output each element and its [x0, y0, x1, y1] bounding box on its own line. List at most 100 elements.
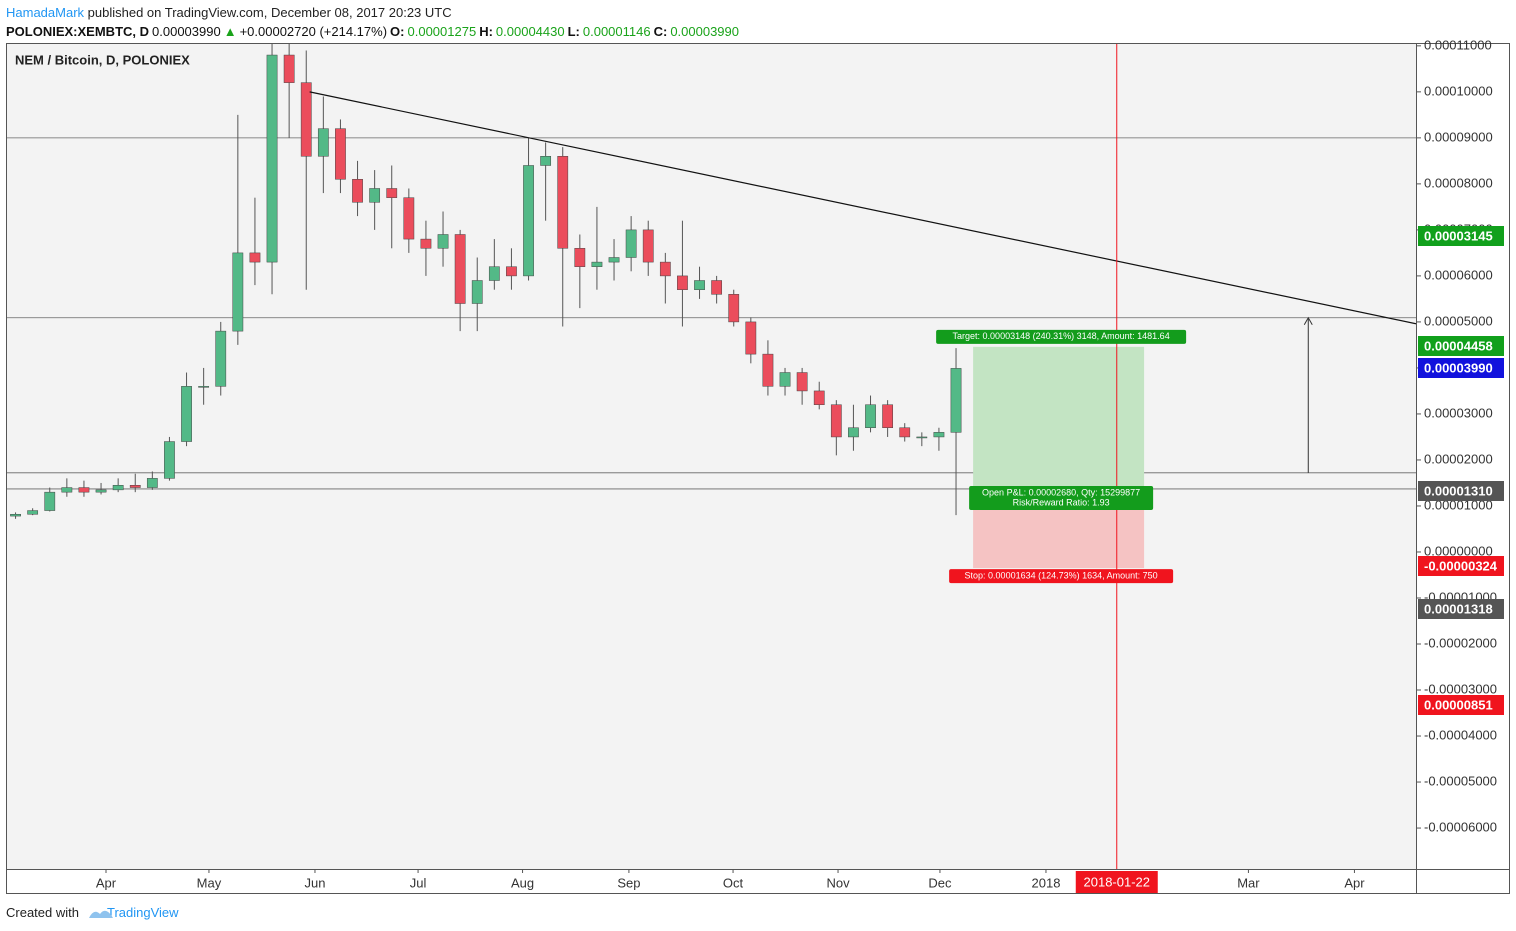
candle-body [779, 372, 791, 387]
candle-body [745, 321, 757, 355]
y-tick-label: 0.00010000 [1424, 83, 1493, 98]
x-tick-label: Oct [723, 875, 744, 890]
stop-label: Stop: 0.00001634 (124.73%) 1634, Amount:… [965, 570, 1158, 580]
candle-body [950, 368, 962, 433]
candle-body [335, 128, 346, 180]
candle-body [249, 252, 261, 263]
x-tick-label: Mar [1237, 875, 1260, 890]
candle-body [711, 280, 723, 295]
target-zone [973, 346, 1145, 489]
candle-body [813, 390, 825, 405]
price-label: 0.00001318 [1424, 601, 1493, 616]
candle-body [933, 432, 945, 438]
candle-body [506, 266, 517, 277]
candle-body [540, 156, 552, 166]
chart-title: NEM / Bitcoin, D, POLONIEX [15, 52, 190, 67]
candle-body [61, 487, 73, 493]
frame [6, 43, 1510, 894]
candle-body [283, 54, 295, 83]
candle-body [728, 294, 740, 323]
candle-body [865, 404, 876, 428]
price-label-bg [1418, 226, 1504, 246]
y-tick-label: -0.00002000 [1424, 635, 1497, 650]
candle-body [112, 485, 124, 491]
candle-body [10, 513, 21, 517]
x-tick-label: Apr [96, 875, 117, 890]
candle-body [659, 261, 671, 277]
header-text: ▲ [223, 24, 237, 39]
target-label: Target: 0.00003148 (240.31%) 3148, Amoun… [953, 331, 1170, 341]
x-tick-label: Jun [304, 875, 325, 890]
y-tick-label: 0.00006000 [1424, 267, 1493, 282]
candle-body [164, 441, 175, 479]
y-tick-label: 0.00009000 [1424, 129, 1493, 144]
candle-body [608, 257, 620, 263]
header-text: 0.00001146 [582, 24, 651, 39]
candle-body [266, 54, 278, 263]
candle-body [129, 485, 141, 488]
price-label-bg [1418, 599, 1504, 619]
y-tick-label: -0.00003000 [1424, 681, 1497, 696]
price-label: 0.00000851 [1424, 697, 1493, 712]
candle-body [215, 330, 227, 387]
header-text: published on TradingView.com, December 0… [84, 5, 452, 20]
price-label-bg [1418, 481, 1504, 501]
header-text: L: [567, 24, 580, 39]
price-label-bg [1418, 358, 1504, 378]
pnl-label: Open P&L: 0.00002680, Qty: 15299877 [982, 487, 1140, 497]
price-label-bg [1418, 336, 1504, 356]
candle-body [882, 404, 894, 428]
price-label-bg [1418, 695, 1504, 715]
x-tick-label: Sep [617, 875, 640, 890]
candle-body [762, 353, 774, 387]
x-tick-label: Dec [928, 875, 952, 890]
header-text: 0.00003990 [152, 24, 221, 39]
candle-body [899, 427, 911, 438]
candle-body [95, 489, 107, 493]
header-line: POLONIEX:XEMBTC, D 0.00003990 ▲ +0.00002720… [6, 22, 742, 41]
stop-label-bg [949, 569, 1174, 584]
x-tick-label: Nov [826, 875, 850, 890]
header: HamadaMark published on TradingView.com,… [6, 3, 742, 41]
price-label-bg [1418, 556, 1504, 576]
candle-body [78, 487, 90, 493]
brand: TradingView [106, 905, 179, 920]
candle-body [181, 386, 192, 442]
candle-body [420, 238, 432, 249]
x-tick-label: Aug [511, 875, 534, 890]
y-tick-label: 0.00002000 [1424, 451, 1493, 466]
x-tick-label: May [197, 875, 222, 890]
candle-body [352, 179, 363, 203]
price-label: 0.00003990 [1424, 360, 1493, 375]
candle-body [796, 372, 808, 392]
candle-body [44, 491, 56, 511]
candle-body [369, 188, 381, 203]
candle-body [591, 261, 603, 267]
target-label-bg [936, 329, 1187, 344]
plot-area [7, 44, 1416, 869]
candle-body [386, 188, 398, 198]
x-tick-label: 2018 [1032, 875, 1061, 890]
candle-body [574, 248, 586, 267]
y-tick-label: 0.00008000 [1424, 175, 1493, 190]
price-label: 0.00003145 [1424, 228, 1493, 243]
y-tick-label: -0.00005000 [1424, 773, 1497, 788]
x-tick-label: Jul [410, 875, 427, 890]
candle-body [300, 82, 312, 157]
candle-body [830, 404, 842, 438]
candle-body [232, 252, 244, 332]
pnl-label: Risk/Reward Ratio: 1.93 [1013, 497, 1110, 507]
y-tick-label: 0.00001000 [1424, 497, 1493, 512]
candle-body [677, 275, 688, 290]
candle-body [488, 266, 500, 281]
header-text: 0.00001275 [407, 24, 477, 39]
y-tick-label: 0.00000000 [1424, 543, 1493, 558]
y-tick-label: -0.00004000 [1424, 727, 1497, 742]
y-tick-label: 0.00005000 [1424, 313, 1493, 328]
candle-body [146, 478, 158, 488]
header-text: POLONIEX:XEMBTC, D [6, 24, 150, 39]
header-text: H: [479, 24, 493, 39]
candle-body [198, 386, 210, 388]
